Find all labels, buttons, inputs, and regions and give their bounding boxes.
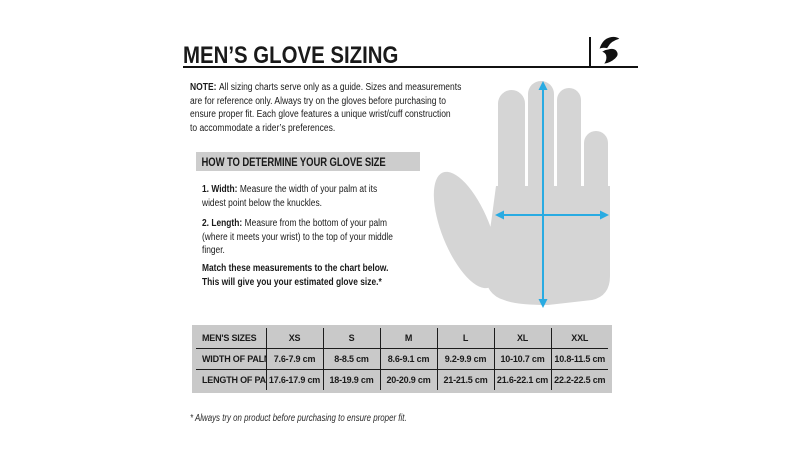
- table-header-row: MEN'S SIZES XS S M L XL XXL: [196, 328, 608, 349]
- table-cell: 18-19.9 cm: [322, 369, 380, 390]
- section-heading: HOW TO DETERMINE YOUR GLOVE SIZE: [201, 154, 386, 169]
- step-length-text: finger.: [202, 245, 225, 256]
- step-length: 2. Length: Measure from the bottom of you…: [202, 217, 393, 258]
- note-text: All sizing charts serve only as a guide.…: [218, 82, 462, 93]
- note-line: are for reference only. Always try on th…: [190, 95, 446, 107]
- table-header-cell: L: [436, 328, 494, 349]
- note-line: ensure proper fit. Each glove features a…: [190, 109, 451, 120]
- row-label: LENGTH OF PALM: [196, 369, 266, 390]
- match-line: Match these measurements to the chart be…: [202, 263, 389, 274]
- note-line: to accommodate a rider’s preferences.: [190, 122, 336, 134]
- hand-measurement-diagram: [433, 81, 610, 308]
- table-cell: 7.6-7.9 cm: [265, 347, 323, 370]
- table-cell: 8-8.5 cm: [322, 347, 380, 370]
- row-label: WIDTH OF PALM: [196, 347, 266, 370]
- table-cell: 21-21.5 cm: [436, 369, 494, 390]
- step-length-text: Measure from the bottom of your palm: [244, 218, 388, 229]
- table-header-cell: M: [379, 328, 437, 349]
- table-header-cell: XS: [265, 328, 323, 349]
- width-measure-arrow: [495, 210, 609, 220]
- section-heading-bar: HOW TO DETERMINE YOUR GLOVE SIZE: [196, 152, 420, 171]
- hand-silhouette: [433, 81, 610, 305]
- note-paragraph: NOTE: All sizing charts serve only as a g…: [190, 81, 461, 135]
- table-cell: 8.6-9.1 cm: [379, 347, 437, 370]
- step-width-text: Measure the width of your palm at its: [239, 184, 378, 195]
- footnote: * Always try on product before purchasin…: [190, 413, 407, 424]
- table-cell: 10-10.7 cm: [493, 347, 551, 370]
- sizing-table: MEN'S SIZES XS S M L XL XXL WIDTH OF PAL…: [196, 328, 608, 390]
- logo-divider-line: [589, 37, 591, 67]
- note-line: NOTE: All sizing charts serve only as a g…: [190, 81, 461, 95]
- table-header-cell: MEN'S SIZES: [202, 332, 257, 343]
- step-length-text: (where it meets your wrist) to the top o…: [202, 231, 393, 243]
- table-cell: 21.6-22.1 cm: [493, 369, 551, 390]
- thor-helmet-icon: [599, 36, 620, 64]
- table-header-cell: XXL: [550, 328, 608, 349]
- table-cell: 9.2-9.9 cm: [436, 347, 494, 370]
- page-title: MEN’S GLOVE SIZING: [183, 42, 399, 69]
- step-length-label: 2. Length:: [202, 218, 243, 229]
- step-width-label: 1. Width:: [202, 184, 238, 195]
- step-width: 1. Width: Measure the width of your palm …: [202, 183, 377, 210]
- table-cell: 20-20.9 cm: [379, 369, 437, 390]
- match-line: This will give you your estimated glove …: [202, 276, 382, 288]
- table-header-cell: S: [322, 328, 380, 349]
- table-cell: 22.2-22.5 cm: [550, 369, 608, 390]
- note-label: NOTE:: [190, 82, 217, 93]
- sizing-table-panel: MEN'S SIZES XS S M L XL XXL WIDTH OF PAL…: [192, 325, 612, 393]
- table-cell: 17.6-17.9 cm: [265, 369, 323, 390]
- match-instructions: Match these measurements to the chart be…: [202, 262, 388, 289]
- table-row-width: WIDTH OF PALM 7.6-7.9 cm 8-8.5 cm 8.6-9.…: [196, 347, 608, 370]
- table-cell: 10.8-11.5 cm: [550, 347, 608, 370]
- step-width-text: widest point below the knuckles.: [202, 197, 323, 209]
- title-underline: [183, 66, 638, 68]
- table-row-length: LENGTH OF PALM 17.6-17.9 cm 18-19.9 cm 2…: [196, 369, 608, 390]
- length-measure-arrow: [538, 81, 548, 308]
- table-header-cell: XL: [493, 328, 551, 349]
